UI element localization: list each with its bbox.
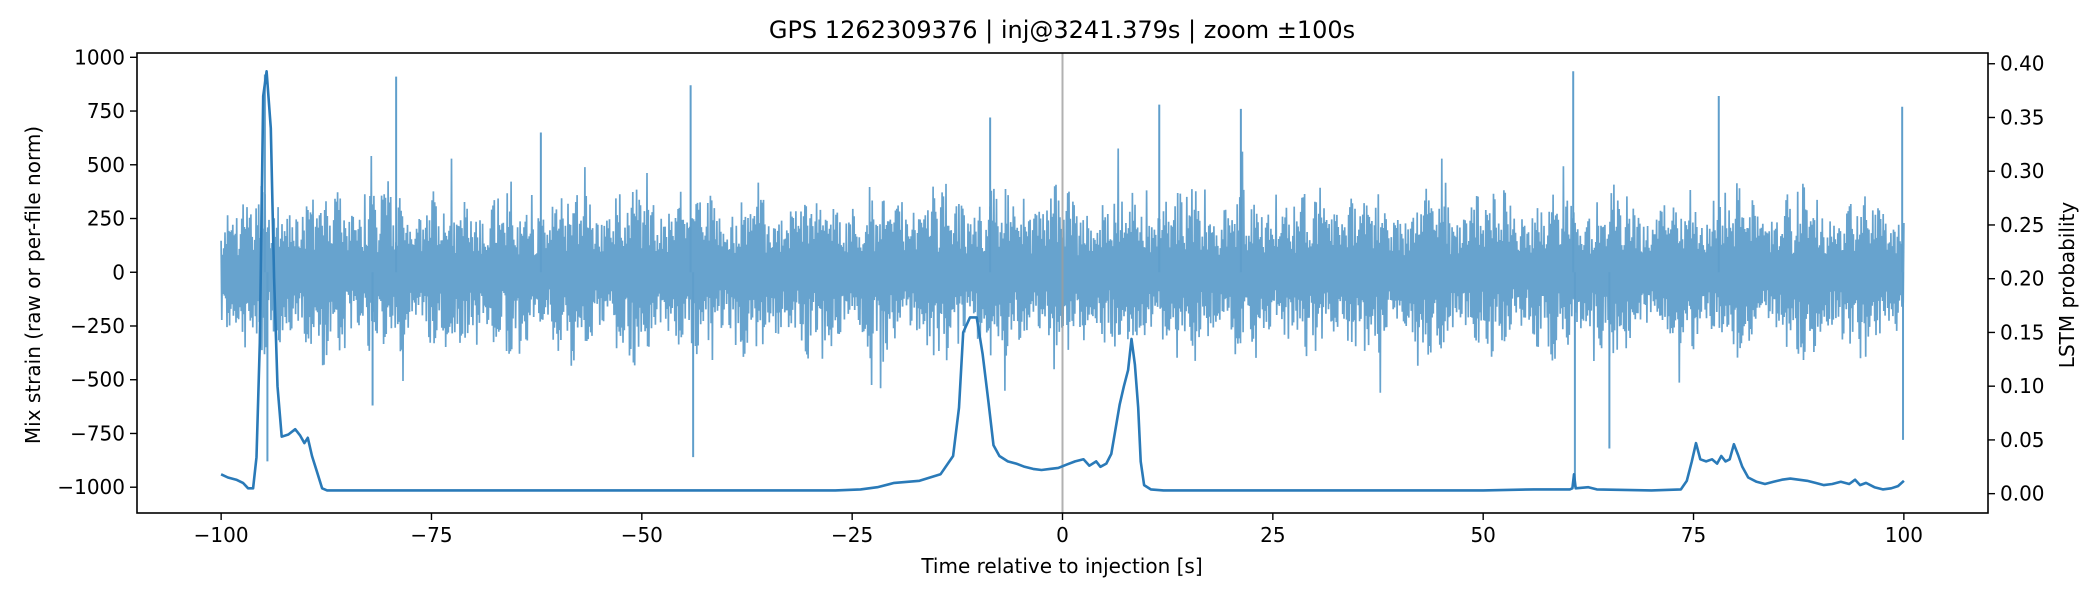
y2-tick-label: 0.05 <box>2000 428 2045 452</box>
plot-area <box>220 53 1905 513</box>
y2-tick-label: 0.10 <box>2000 374 2045 398</box>
y2-tick-label: 0.30 <box>2000 159 2045 183</box>
y2-tick-label: 0.00 <box>2000 482 2045 506</box>
axes: −100 −75 −50 −25 0 25 50 75 10010007505002500−25… <box>57 45 2044 547</box>
y2-tick-label: 0.40 <box>2000 52 2045 76</box>
chart-title: GPS 1262309376 | inj@3241.379s | zoom ±1… <box>769 16 1355 44</box>
x-axis-label: Time relative to injection [s] <box>920 554 1202 578</box>
x-tick-label: −50 <box>621 523 663 547</box>
x-tick-label: 50 <box>1470 523 1495 547</box>
y2-tick-label: 0.25 <box>2000 213 2045 237</box>
y-tick-label: 500 <box>87 153 125 177</box>
x-tick-label: 100 <box>1885 523 1923 547</box>
y-tick-label: 250 <box>87 207 125 231</box>
y-tick-label: 1000 <box>74 45 125 69</box>
y2-tick-label: 0.20 <box>2000 267 2045 291</box>
x-tick-label: 0 <box>1056 523 1069 547</box>
y-axis-label: Mix strain (raw or per-file norm) <box>21 126 45 444</box>
lstm-probability-line <box>220 70 1905 492</box>
y-tick-label: −250 <box>70 314 125 338</box>
y-tick-label: −500 <box>70 368 125 392</box>
y2-tick-label: 0.35 <box>2000 105 2045 129</box>
y-tick-label: −750 <box>70 421 125 445</box>
x-tick-label: −75 <box>410 523 452 547</box>
x-tick-label: −25 <box>831 523 873 547</box>
x-tick-label: −100 <box>194 523 249 547</box>
y-tick-label: 0 <box>112 260 125 284</box>
y2-axis-label: LSTM probability <box>2055 202 2079 369</box>
x-tick-label: 25 <box>1260 523 1285 547</box>
y-tick-label: 750 <box>87 99 125 123</box>
x-tick-label: 75 <box>1681 523 1706 547</box>
y2-tick-label: 0.15 <box>2000 320 2045 344</box>
y-tick-label: −1000 <box>57 475 125 499</box>
